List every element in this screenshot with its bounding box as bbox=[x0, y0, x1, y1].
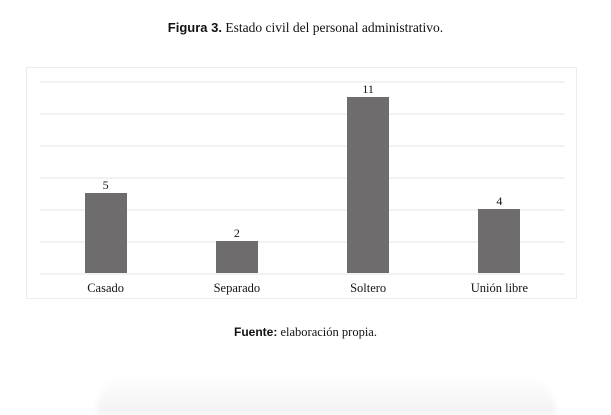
bar-soltero bbox=[347, 97, 390, 273]
category-label: Separado bbox=[213, 281, 261, 295]
bar-group-separado: 2 Separado bbox=[171, 81, 302, 295]
data-label: 2 bbox=[233, 226, 240, 240]
bottom-page-shadow bbox=[97, 375, 555, 415]
bar-group-casado: 5 Casado bbox=[40, 81, 171, 295]
source-note: Fuente: elaboración propia. bbox=[0, 325, 611, 340]
figure-caption: Estado civil del personal administrativo… bbox=[225, 20, 444, 35]
figure-title: Figura 3. Estado civil del personal admi… bbox=[0, 20, 611, 36]
data-label: 11 bbox=[362, 82, 374, 96]
source-label: Fuente: bbox=[234, 325, 278, 339]
bar-union-libre bbox=[478, 209, 521, 273]
bar-casado bbox=[84, 193, 127, 273]
category-label: Unión libre bbox=[470, 281, 529, 295]
bar-group-union-libre: 4 Unión libre bbox=[434, 81, 565, 295]
plot-area: 5 Casado 2 Separado 11 Soltero 4 Unión l… bbox=[40, 81, 565, 295]
bar-group-soltero: 11 Soltero bbox=[303, 81, 434, 295]
bar-separado bbox=[215, 241, 258, 273]
data-label: 5 bbox=[102, 178, 109, 192]
figure-number-label: Figura 3. bbox=[167, 20, 222, 35]
data-label: 4 bbox=[496, 194, 503, 208]
category-label: Casado bbox=[87, 281, 125, 295]
chart-panel: 5 Casado 2 Separado 11 Soltero 4 Unión l… bbox=[26, 67, 577, 299]
source-text: elaboración propia. bbox=[280, 325, 377, 339]
category-label: Soltero bbox=[350, 281, 387, 295]
